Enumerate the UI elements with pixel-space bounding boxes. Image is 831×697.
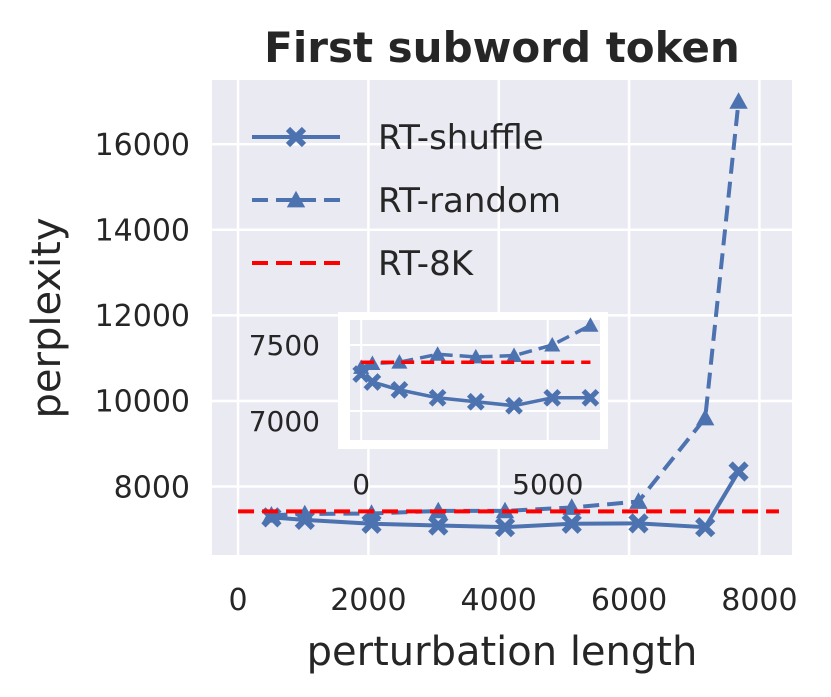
inset-series-rt-shuffle-point bbox=[363, 373, 382, 391]
main-series-rt-shuffle-point bbox=[728, 461, 749, 482]
inset-series-layer bbox=[352, 317, 600, 415]
chart-title: First subword token bbox=[264, 23, 740, 72]
legend-label-rt-shuffle: RT-shuffle bbox=[378, 118, 544, 158]
x-axis-label: perturbation length bbox=[307, 629, 698, 675]
inset-y-tick-label: 7500 bbox=[249, 329, 320, 362]
inset-series-rt-random-line bbox=[360, 323, 592, 370]
main-y-tick-label: 12000 bbox=[95, 299, 190, 334]
main-x-tick-label: 6000 bbox=[591, 583, 667, 618]
main-y-tick-label: 8000 bbox=[114, 470, 190, 505]
inset-series-rt-shuffle-point bbox=[390, 381, 409, 399]
main-x-tick-label: 2000 bbox=[330, 583, 406, 618]
main-series-rt-random-line bbox=[271, 101, 741, 518]
inset-series-rt-shuffle-point bbox=[581, 388, 600, 407]
legend-marker-rt-shuffle bbox=[285, 126, 307, 148]
main-y-tick-label: 14000 bbox=[95, 214, 190, 249]
main-y-tick-label: 10000 bbox=[95, 385, 190, 420]
main-series-layer bbox=[238, 92, 779, 538]
inset-series-rt-shuffle-point bbox=[428, 388, 447, 407]
main-series-rt-shuffle-point bbox=[428, 515, 449, 536]
inset-gridlines bbox=[350, 320, 600, 440]
inset-series-rt-random-point bbox=[505, 347, 523, 363]
main-series-rt-shuffle-point bbox=[561, 513, 582, 534]
main-series-rt-random-point bbox=[695, 408, 715, 426]
inset-y-tick-label: 7000 bbox=[249, 405, 320, 438]
main-series-rt-random-point bbox=[629, 492, 648, 509]
inset-tick-labels: 0 5000 7000 7500 bbox=[249, 329, 584, 501]
main-series-rt-shuffle-point bbox=[494, 517, 516, 538]
main-y-tick-label: 16000 bbox=[95, 128, 190, 163]
inset-chart bbox=[338, 312, 608, 449]
main-series-rt-random-point bbox=[295, 504, 314, 522]
legend: RT-shuffle RT-random RT-8K bbox=[252, 118, 561, 284]
inset-series-rt-shuffle-point bbox=[505, 396, 523, 415]
legend-label-rt-8k: RT-8K bbox=[378, 244, 475, 284]
inset-series-rt-random-point bbox=[544, 337, 561, 352]
y-axis-label: perplexity bbox=[24, 218, 70, 419]
legend-label-rt-random: RT-random bbox=[378, 181, 561, 221]
inset-series-rt-random-point bbox=[467, 348, 484, 364]
inset-x-tick-label: 5000 bbox=[512, 468, 583, 501]
inset-series-rt-random-point bbox=[391, 354, 408, 369]
inset-x-tick-label: 0 bbox=[352, 468, 370, 501]
inset-series-rt-random-point bbox=[582, 317, 599, 332]
inset-series-rt-shuffle-point bbox=[466, 392, 485, 411]
inset-series-rt-random-point bbox=[429, 346, 446, 361]
main-x-tick-label: 0 bbox=[229, 583, 248, 618]
main-series-rt-random-point bbox=[262, 506, 281, 523]
inset-series-rt-random-point bbox=[353, 359, 370, 374]
main-series-rt-shuffle-point bbox=[695, 517, 716, 538]
main-series-rt-shuffle-point bbox=[628, 513, 649, 534]
legend-marker-rt-random bbox=[286, 190, 306, 208]
main-tick-labels: 0 2000 4000 6000 8000 8000 10000 12000 14000 1600… bbox=[95, 128, 798, 618]
main-x-tick-label: 4000 bbox=[461, 583, 537, 618]
inset-series-rt-shuffle-point bbox=[543, 388, 562, 407]
main-series-rt-random-point bbox=[729, 92, 748, 109]
main-x-tick-label: 8000 bbox=[721, 583, 797, 618]
